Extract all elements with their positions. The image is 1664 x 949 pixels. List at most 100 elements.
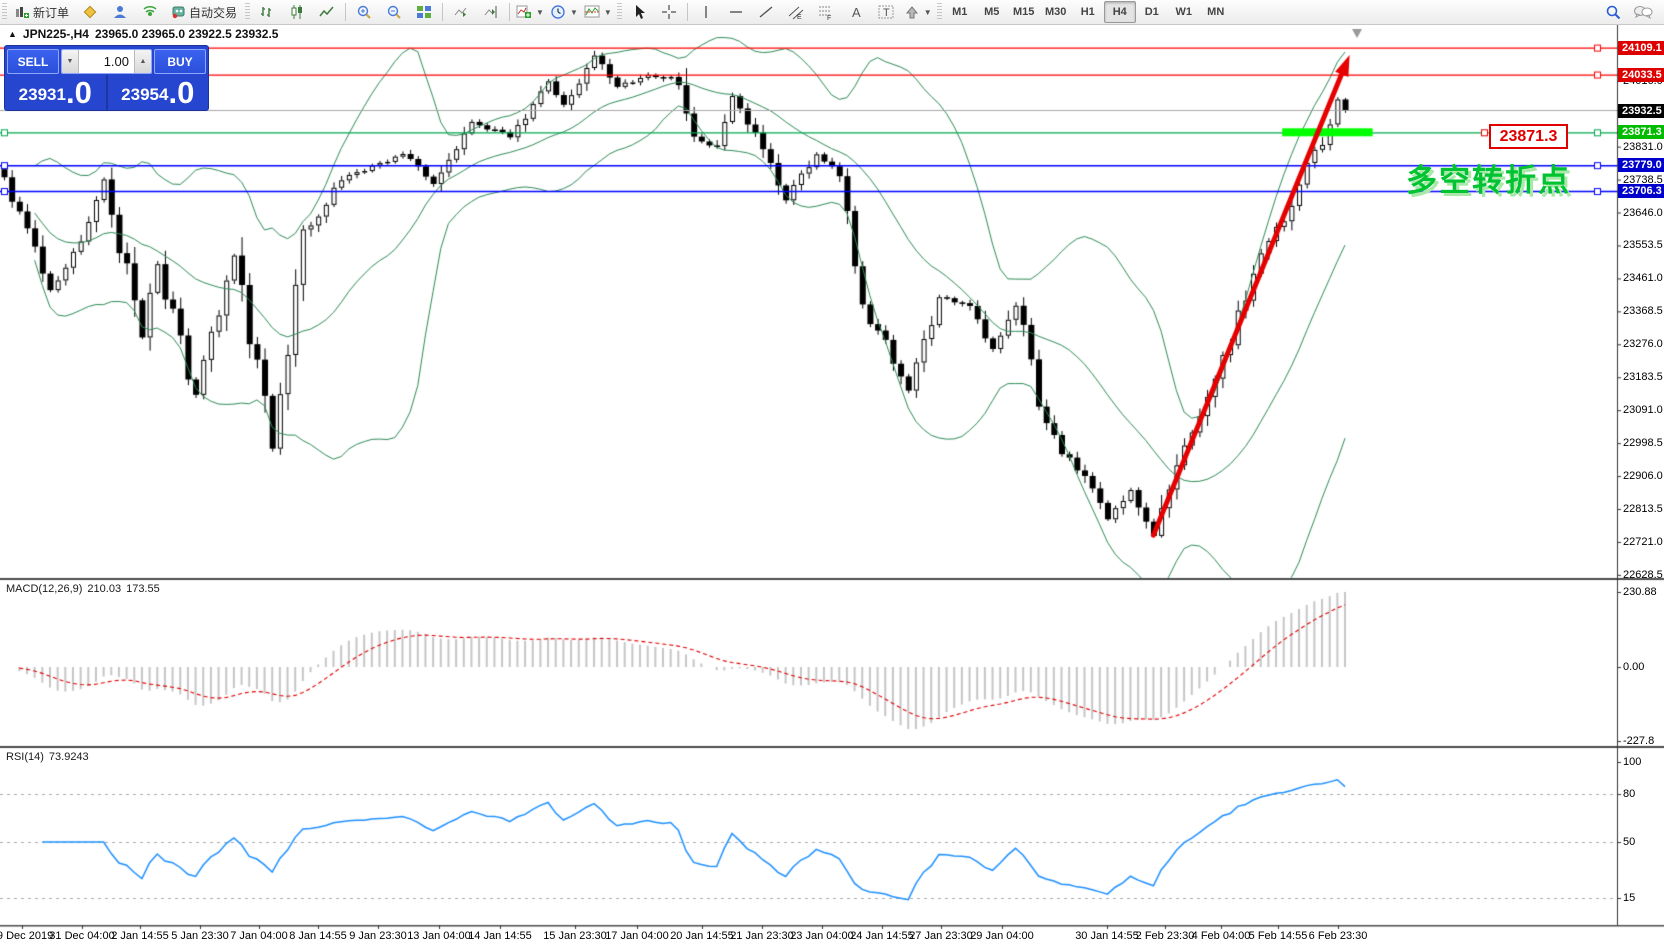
volume-input[interactable]: 1.00 [79, 50, 134, 73]
autotrading-label: 自动交易 [189, 5, 238, 20]
trade-panel-top: SELL ▼ 1.00 ▲ BUY [5, 46, 208, 75]
indicators-button[interactable]: ▼ [513, 0, 547, 24]
tf-m1-button[interactable]: M1 [952, 6, 968, 18]
time-tick-label: 4 Feb 04:00 [1191, 930, 1251, 942]
toolbar-separator [686, 3, 688, 21]
sell-price[interactable]: 23931 .0 [5, 75, 106, 110]
horizontal-line-button[interactable] [721, 0, 751, 24]
text-label-button[interactable]: T [871, 0, 901, 24]
sell-price-fraction: .0 [65, 75, 92, 110]
time-tick-label: 21 Jan 23:30 [730, 930, 794, 942]
arrow-shapes-icon [904, 4, 920, 20]
collapse-panel-arrow[interactable]: ▲ [8, 29, 17, 39]
line-chart-icon [319, 4, 335, 20]
mql-community-button[interactable] [75, 0, 105, 24]
text-button[interactable]: A [841, 0, 871, 24]
zoom-out-icon [386, 4, 402, 20]
sell-button[interactable]: SELL [7, 49, 59, 74]
volume-increase-button[interactable]: ▲ [134, 50, 151, 73]
turning-point-annotation[interactable]: 多空转折点 [1406, 163, 1571, 198]
tile-windows-button[interactable] [409, 0, 439, 24]
fibonacci-button[interactable]: F [811, 0, 841, 24]
rsi-value: 73.9243 [48, 751, 89, 763]
toolbar-grip [2, 3, 7, 21]
trendline-button[interactable] [751, 0, 781, 24]
tf-h1-button[interactable]: H1 [1080, 6, 1095, 18]
macd-tick-label: 0.00 [1623, 661, 1645, 673]
tf-w1-button[interactable]: W1 [1175, 6, 1192, 18]
toolbar-grip [245, 3, 251, 21]
profile-button[interactable] [105, 0, 135, 24]
line-chart-button[interactable] [312, 0, 342, 24]
autotrading-button[interactable]: 自动交易 [165, 0, 243, 24]
rsi-tick-label: 15 [1623, 892, 1636, 904]
signals-button[interactable] [135, 0, 165, 24]
time-tick-label: 9 Jan 23:30 [349, 930, 407, 942]
chevron-down-icon: ▼ [603, 7, 612, 17]
buy-price[interactable]: 23954 .0 [108, 75, 209, 110]
zoom-out-button[interactable] [379, 0, 409, 24]
vertical-line-button[interactable] [691, 0, 721, 24]
svg-text:E: E [797, 14, 802, 20]
chart-shift-button[interactable] [476, 0, 506, 24]
toolbar: 新订单 自动交易 [0, 0, 1664, 25]
toolbar-grip [616, 3, 622, 21]
tf-d1-button[interactable]: D1 [1144, 6, 1159, 18]
ohlc-values: 23965.0 23965.0 23922.5 23932.5 [94, 27, 279, 41]
time-tick-label: 2 Jan 14:55 [111, 930, 169, 942]
signals-icon [142, 4, 158, 20]
vertical-line-icon [698, 4, 714, 20]
cursor-button[interactable] [624, 0, 654, 24]
zoom-in-button[interactable] [349, 0, 379, 24]
chart-header: ▲ JPN225-,H4 23965.0 23965.0 23922.5 239… [8, 27, 278, 41]
buy-button[interactable]: BUY [154, 49, 206, 74]
periods-button[interactable]: ▼ [547, 0, 581, 24]
price-annotation-box[interactable]: 23871.3 [1489, 124, 1568, 149]
price-tick-label: 23091.0 [1623, 404, 1663, 417]
macd-name: MACD(12,26,9) [6, 583, 83, 595]
rsi-tick-label: 100 [1623, 756, 1642, 768]
tf-m30-button[interactable]: M30 [1045, 6, 1067, 18]
tf-m15-button[interactable]: M15 [1013, 6, 1035, 18]
rsi-tick-label: 50 [1623, 836, 1636, 848]
tf-m5-button[interactable]: M5 [984, 6, 1000, 18]
horizontal-line-icon [728, 4, 744, 20]
price-tick-label: 22628.5 [1623, 568, 1663, 581]
time-tick-label: 20 Jan 14:55 [670, 930, 734, 942]
chat-button[interactable] [1628, 0, 1658, 24]
macd-pane-label: MACD(12,26,9) 210.03 173.55 [6, 583, 160, 595]
volume-decrease-button[interactable]: ▼ [62, 50, 79, 73]
time-tick-label: 8 Jan 14:55 [289, 930, 347, 942]
new-order-button[interactable]: 新订单 [9, 0, 75, 24]
tf-mn-button[interactable]: MN [1207, 6, 1225, 18]
price-tick-label: 23831.0 [1623, 140, 1663, 153]
equidistant-channel-button[interactable]: E [781, 0, 811, 24]
chat-bubbles-icon [1633, 4, 1653, 20]
chevron-down-icon: ▼ [569, 7, 578, 17]
arrows-button[interactable]: ▼ [901, 0, 935, 24]
price-badge: 24109.1 [1618, 40, 1664, 55]
templates-button[interactable]: ▼ [581, 0, 615, 24]
cursor-icon [631, 4, 647, 20]
crosshair-button[interactable] [654, 0, 684, 24]
search-button[interactable] [1598, 0, 1628, 24]
time-tick-label: 5 Feb 14:55 [1248, 930, 1308, 942]
price-tick-label: 23646.0 [1623, 206, 1663, 219]
toolbar-separator [345, 3, 347, 21]
template-icon [584, 4, 600, 20]
tf-h4-button[interactable]: H4 [1103, 1, 1136, 23]
time-tick-label: 6 Feb 23:30 [1308, 930, 1368, 942]
price-tick-label: 22721.0 [1623, 535, 1663, 548]
auto-scroll-icon [453, 4, 469, 20]
symbol-period-label: JPN225-,H4 [22, 27, 89, 41]
auto-scroll-button[interactable] [446, 0, 476, 24]
text-icon: A [848, 4, 864, 20]
bar-chart-button[interactable] [252, 0, 282, 24]
candlestick-chart-button[interactable] [282, 0, 312, 24]
price-badge: 23932.5 [1618, 103, 1664, 118]
price-badge: 24033.5 [1618, 67, 1664, 82]
time-tick-label: 29 Dec 2019 [0, 930, 54, 942]
time-tick-label: 23 Jan 04:00 [790, 930, 854, 942]
